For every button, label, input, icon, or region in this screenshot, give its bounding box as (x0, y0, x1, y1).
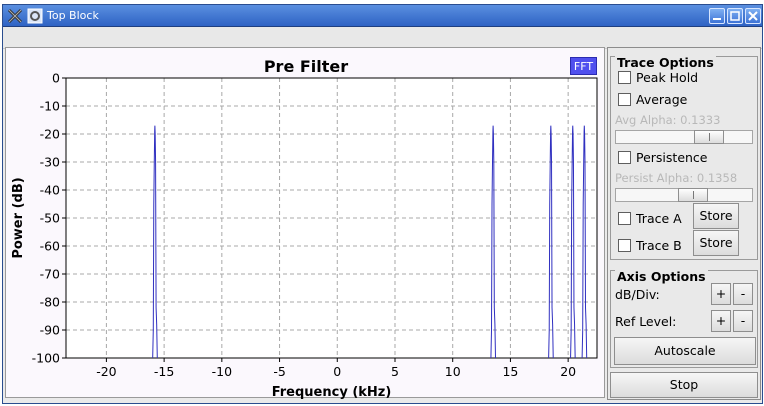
trace-options-group: Trace Options Peak Hold Average Avg Alph… (610, 55, 758, 260)
trace-options-title: Trace Options (615, 55, 716, 70)
x-tick-label: -15 (154, 364, 174, 379)
y-tick-label: -100 (32, 351, 60, 366)
close-icon (748, 11, 758, 21)
avg-alpha-slider-handle[interactable] (694, 130, 724, 144)
persist-alpha-slider-handle[interactable] (678, 188, 708, 202)
trace-a-store-button[interactable]: Store (693, 203, 739, 229)
db-div-label: dB/Div: (615, 287, 660, 302)
spectrum-peak (152, 125, 158, 359)
average-label: Average (636, 92, 688, 107)
x-tick-label: 20 (560, 364, 576, 379)
peak-hold-checkbox[interactable] (618, 71, 631, 84)
db-div-plus-button[interactable]: + (711, 283, 731, 305)
avg-alpha-label: Avg Alpha: 0.1333 (615, 113, 721, 127)
y-tick-label: -50 (40, 211, 60, 226)
window-title: Top Block (47, 9, 99, 22)
axis-options-group: Axis Options dB/Div: + - Ref Level: + - … (610, 269, 758, 368)
ref-level-plus-button[interactable]: + (711, 310, 731, 332)
avg-alpha-slider[interactable] (615, 130, 753, 144)
trace-a-label: Trace A (636, 211, 682, 226)
peak-hold-label: Peak Hold (636, 70, 699, 85)
average-checkbox[interactable] (618, 93, 631, 106)
tools-icon[interactable] (7, 8, 23, 24)
y-tick-label: -70 (40, 267, 60, 282)
y-tick-label: -40 (40, 183, 60, 198)
x-axis-label: Frequency (kHz) (272, 385, 392, 399)
y-tick-label: -30 (40, 155, 60, 170)
db-div-minus-button[interactable]: - (733, 283, 753, 305)
maximize-icon (730, 11, 740, 21)
plot-panel[interactable]: -20 -15 -10 -5 0 5 10 15 20 0 -10 -20 -30 -40 -50 -60 -7… (5, 47, 606, 399)
persist-alpha-label: Persist Alpha: 0.1358 (615, 171, 738, 185)
spectrum-peak (570, 125, 576, 359)
persist-alpha-slider[interactable] (615, 188, 753, 202)
trace-b-checkbox[interactable] (618, 239, 631, 252)
x-tick-label: -5 (273, 364, 285, 379)
persistence-checkbox[interactable] (618, 151, 631, 164)
x-tick-label: 15 (502, 364, 518, 379)
x-tick-label: -20 (96, 364, 116, 379)
fft-plot[interactable]: -20 -15 -10 -5 0 5 10 15 200-10-20-30-40-50-60-7… (6, 48, 606, 399)
close-button[interactable] (745, 8, 761, 24)
menu-bar (3, 27, 762, 49)
fft-badge: FFT (570, 57, 597, 75)
axis-options-title: Axis Options (615, 269, 708, 284)
x-tick-label: 10 (445, 364, 461, 379)
x-tick-label: 0 (333, 364, 341, 379)
y-tick-label: 0 (52, 71, 60, 86)
spectrum-peak (490, 125, 497, 359)
y-tick-label: -10 (40, 99, 60, 114)
trace-b-label: Trace B (636, 238, 682, 253)
plot-title: Pre Filter (263, 57, 349, 76)
autoscale-button[interactable]: Autoscale (614, 337, 756, 365)
side-panel: Trace Options Peak Hold Average Avg Alph… (607, 47, 761, 400)
trace-b-store-button[interactable]: Store (693, 230, 739, 256)
window-menu-icon[interactable] (27, 8, 43, 24)
y-axis-label: Power (dB) (11, 177, 26, 258)
x-tick-label: -10 (212, 364, 232, 379)
minimize-button[interactable] (709, 8, 725, 24)
minimize-icon (713, 18, 721, 20)
spectrum-peak (581, 125, 588, 359)
x-tick-label: 5 (391, 364, 399, 379)
ref-level-minus-button[interactable]: - (733, 310, 753, 332)
y-tick-label: -60 (40, 239, 60, 254)
y-tick-label: -20 (40, 127, 60, 142)
maximize-button[interactable] (727, 8, 743, 24)
spectrum-peak (548, 125, 554, 359)
y-tick-label: -80 (40, 295, 60, 310)
ref-level-label: Ref Level: (615, 314, 677, 329)
title-bar: Top Block (3, 5, 762, 27)
y-tick-label: -90 (40, 323, 60, 338)
stop-button[interactable]: Stop (610, 372, 758, 398)
persistence-label: Persistence (636, 150, 708, 165)
trace-a-checkbox[interactable] (618, 212, 631, 225)
